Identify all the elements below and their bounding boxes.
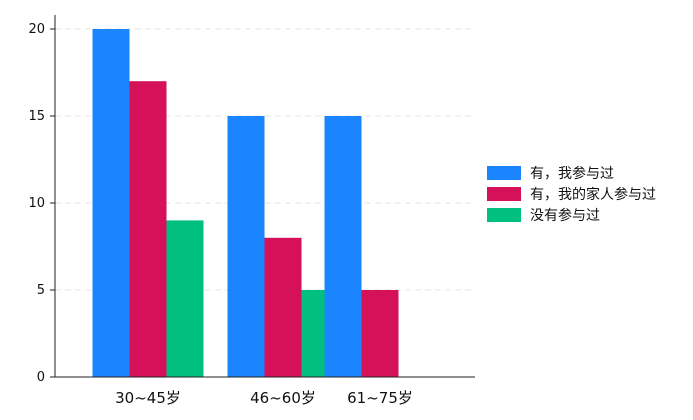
bar <box>227 116 265 377</box>
bar <box>166 220 204 377</box>
x-tick-label: 30~45岁 <box>115 389 181 407</box>
y-tick-label: 5 <box>37 283 45 298</box>
y-tick-label: 10 <box>28 196 45 211</box>
legend-swatch <box>487 208 521 222</box>
legend-label: 有，我的家人参与过 <box>530 186 656 203</box>
legend-swatch <box>487 187 521 201</box>
bar <box>324 116 362 377</box>
y-tick-label: 20 <box>28 22 45 37</box>
x-tick-label: 61~75岁 <box>347 389 413 407</box>
y-tick-label: 15 <box>28 109 45 124</box>
bars <box>92 29 399 377</box>
legend-label: 有，我参与过 <box>530 165 614 182</box>
axes: 0 5 10 15 20 30~45岁 46~60岁 61~75岁 <box>28 15 475 407</box>
x-tick-label: 46~60岁 <box>250 389 316 407</box>
legend-label: 没有参与过 <box>530 207 600 224</box>
bar <box>361 290 399 377</box>
bar <box>264 237 302 377</box>
y-tick-label: 0 <box>37 370 45 385</box>
bar <box>92 29 130 377</box>
legend-swatch <box>487 166 521 180</box>
bar <box>129 81 167 377</box>
